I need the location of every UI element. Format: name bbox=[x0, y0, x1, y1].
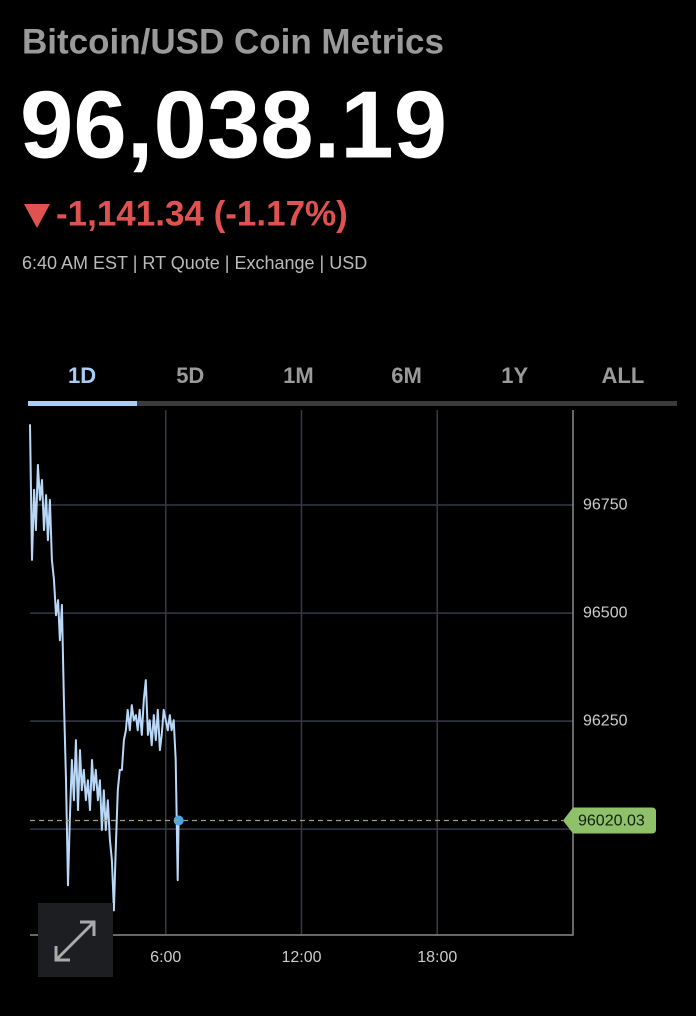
range-tab[interactable]: 1D bbox=[68, 363, 96, 388]
plot-frame bbox=[30, 410, 574, 936]
tab-bar bbox=[28, 401, 677, 406]
price-badge bbox=[563, 807, 656, 834]
y-tick-label: 96250 bbox=[583, 712, 628, 729]
title: Bitcoin/USD Coin Metrics bbox=[22, 22, 444, 61]
y-tick-label: 96750 bbox=[583, 496, 628, 513]
status: 6:40 AM EST | RT Quote | Exchange | USD bbox=[22, 253, 367, 273]
down-arrow bbox=[24, 204, 50, 228]
y-tick-label: 96500 bbox=[583, 604, 628, 621]
range-tab[interactable]: 6M bbox=[391, 363, 422, 388]
x-tick-label: 6:00 bbox=[150, 949, 181, 966]
change: -1,141.34 (-1.17%) bbox=[56, 194, 348, 233]
price: 96,038.19 bbox=[20, 71, 447, 178]
range-tab[interactable]: 1M bbox=[283, 363, 314, 388]
tab-indicator bbox=[28, 401, 137, 406]
x-tick-label: 12:00 bbox=[281, 949, 321, 966]
expand-button[interactable] bbox=[38, 903, 113, 977]
price-badge-label: 96020.03 bbox=[578, 813, 645, 830]
range-tab[interactable]: 5D bbox=[176, 363, 204, 388]
x-tick-label: 18:00 bbox=[417, 949, 457, 966]
expand-icon[interactable] bbox=[54, 920, 96, 962]
tab-track bbox=[28, 401, 677, 406]
range-tab[interactable]: 1Y bbox=[501, 363, 528, 388]
price-line bbox=[29, 424, 180, 912]
range-tab[interactable]: ALL bbox=[602, 363, 645, 388]
